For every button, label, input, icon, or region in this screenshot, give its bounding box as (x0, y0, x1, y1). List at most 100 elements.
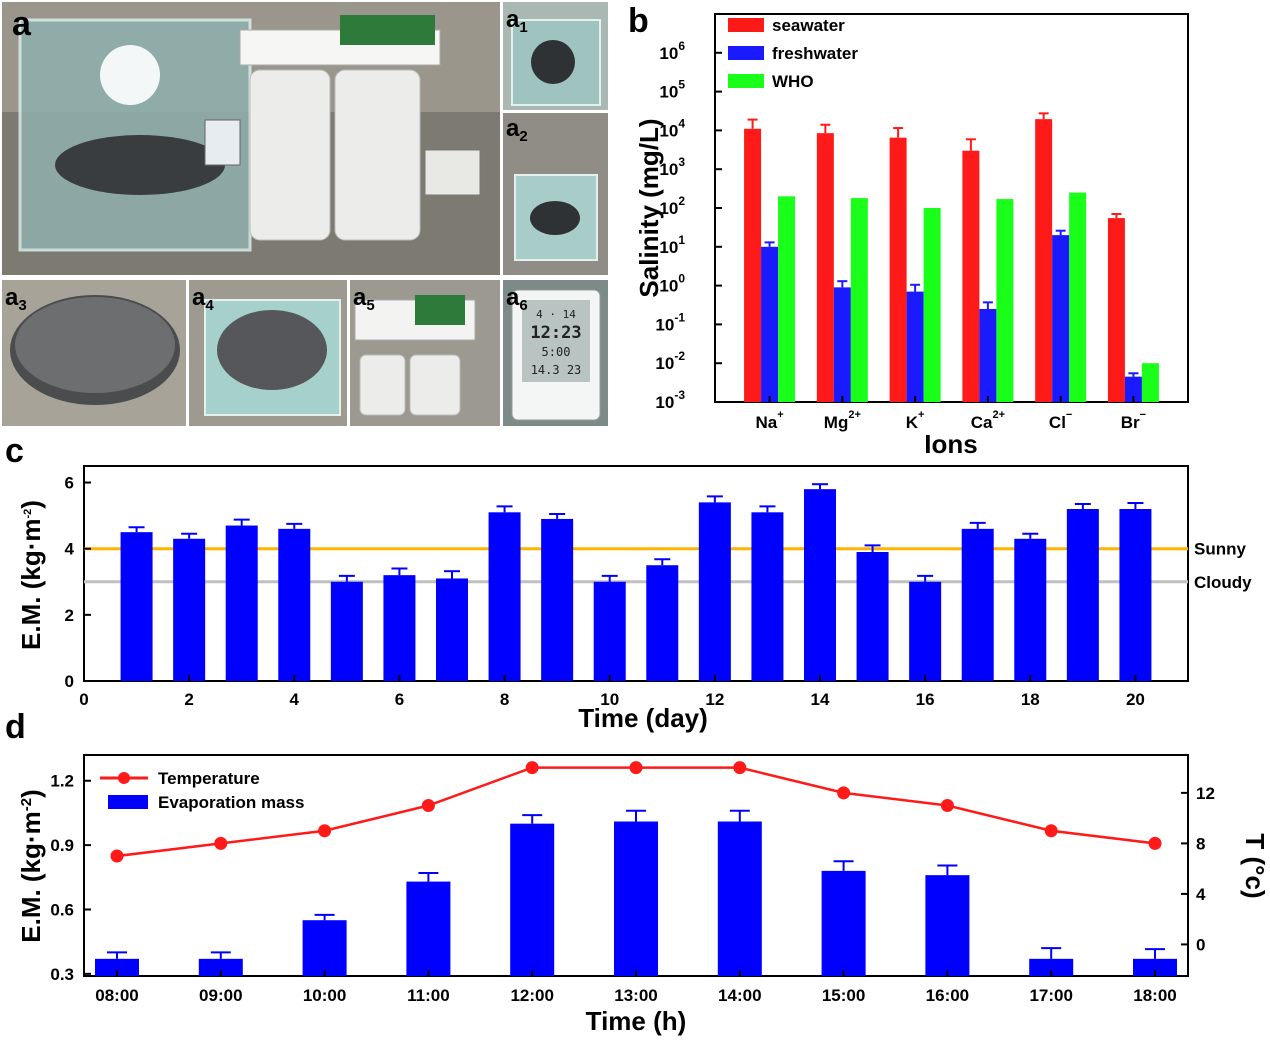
x-tick-label-na: Na+ (755, 409, 783, 432)
bar-day-3 (225, 525, 258, 681)
x-tick-label-k: K+ (906, 409, 925, 432)
thermometer-device (204, 119, 241, 166)
chart-c-x-title: Time (day) (578, 703, 708, 733)
bar-evaporation-1200 (510, 823, 555, 976)
photo-a5-jug-left (359, 354, 406, 416)
bar-who-mg (850, 198, 868, 402)
legend-label-freshwater: freshwater (772, 44, 858, 63)
temperature-point-1700 (1044, 824, 1058, 838)
panel-label-a1-sub: 1 (519, 19, 527, 36)
photo-a2-disk (530, 201, 580, 235)
panel-label-a5: a5 (353, 284, 375, 314)
chart-d-x-title: Time (h) (586, 1006, 687, 1036)
x-tick-label-sup: − (1066, 409, 1072, 421)
bar-seawater-k (889, 137, 907, 402)
bar-freshwater-cl (1052, 235, 1070, 402)
bar-who-br (1141, 363, 1159, 402)
x-tick-label-br: Br− (1121, 409, 1146, 432)
photo-a6-line1: 4 · 14 (536, 308, 576, 321)
y-tick-label: 106 (659, 39, 685, 63)
bar-who-cl (1069, 192, 1087, 402)
photo-a3-disk-top (15, 297, 175, 393)
evaporator-disk (55, 135, 225, 195)
chart-c-y-axis: 0 2 4 6 (65, 474, 91, 691)
chart-d-temperature-line (110, 761, 1162, 863)
legend-swatch-who (728, 74, 764, 88)
bar-day-10 (593, 581, 626, 681)
panel-label-a4-sub: 4 (205, 297, 214, 314)
panel-label-a3: a3 (5, 284, 27, 314)
photo-a3: a3 (2, 280, 186, 426)
photo-a1-tank (511, 19, 601, 106)
bar-day-6 (383, 575, 416, 681)
panel-label-a6: a6 (506, 284, 528, 314)
panel-label-a2-main: a (506, 115, 520, 142)
y-tick-label: 10-3 (655, 388, 685, 412)
panel-label-a2: a2 (506, 115, 528, 145)
chart-d-y-title-sup: -2 (18, 798, 35, 811)
bar-freshwater-ca (979, 308, 997, 402)
legend-marker-temperature (118, 772, 130, 784)
bar-who-k (923, 208, 941, 402)
legend-label-temperature: Temperature (158, 769, 260, 788)
temperature-point-1200 (525, 761, 539, 775)
bar-seawater-br (1107, 218, 1125, 402)
photo-a5: a5 (350, 280, 500, 426)
photo-a5-jug-right (409, 354, 461, 416)
bar-day-9 (541, 518, 574, 681)
bar-day-19 (1066, 509, 1099, 681)
photo-a6-line4: 14.3 23 (531, 363, 582, 377)
panel-label-c: c (5, 432, 24, 470)
temperature-point-1500 (837, 786, 851, 800)
x-tick-label: 18 (1021, 690, 1040, 709)
x-tick-label-sup: + (777, 409, 783, 421)
x-tick-label: 15:00 (822, 986, 865, 1005)
chart-b-legend: seawater freshwater WHO (728, 16, 858, 91)
chart-d-y2-axis: 0 4 8 12 (1181, 784, 1215, 954)
y2-tick-label: 8 (1196, 834, 1205, 853)
photo-a: a (2, 2, 500, 275)
x-tick-label: 20 (1126, 690, 1145, 709)
chart-c-reference-lines: Sunny Cloudy (84, 540, 1252, 592)
bar-evaporation-1600 (925, 875, 970, 976)
panel-label-b: b (628, 2, 649, 40)
y-tick-label: 0.3 (50, 965, 74, 984)
bar-evaporation-1800 (1133, 958, 1177, 976)
panel-label-a6-main: a (506, 284, 520, 311)
panel-label-a5-main: a (353, 284, 367, 311)
bar-evaporation-0900 (198, 958, 243, 976)
bar-evaporation-1100 (406, 881, 451, 976)
x-tick-label: 2 (184, 690, 193, 709)
photo-a6: 4 · 14 12:23 5:00 14.3 23 a6 (503, 280, 608, 426)
bar-freshwater-k (906, 291, 924, 402)
x-tick-label: 14:00 (718, 986, 761, 1005)
x-tick-label-cl: Cl− (1049, 409, 1072, 432)
legend-label-seawater: seawater (772, 16, 845, 35)
panel-label-a1: a1 (506, 6, 528, 36)
y-tick-label: 1.2 (50, 772, 74, 791)
temperature-point-0900 (214, 836, 228, 850)
y-tick-label: 10-2 (655, 349, 685, 373)
chart-d-y-title-main: E.M. (kg·m (16, 811, 46, 942)
x-tick-label-sup: + (918, 409, 924, 421)
legend-swatch-seawater (728, 18, 764, 32)
x-tick-label: 09:00 (199, 986, 242, 1005)
chart-c-y-title-end: ) (16, 500, 46, 509)
x-tick-label: 4 (290, 690, 300, 709)
panel-label-a3-main: a (5, 284, 19, 311)
y-tick-exponent: -3 (674, 388, 685, 402)
x-tick-label: 8 (500, 690, 509, 709)
bar-day-4 (278, 528, 311, 681)
temperature-point-1400 (733, 761, 747, 775)
chart-b-x-title: Ions (924, 429, 977, 459)
y-tick-exponent: 1 (678, 233, 685, 247)
photo-a1-disk (531, 40, 575, 84)
y-tick-label: 0 (65, 672, 74, 691)
photo-a1: a1 (503, 2, 608, 110)
bar-who-ca (996, 199, 1014, 402)
x-tick-label: 12 (705, 690, 724, 709)
chart-d-x-axis: 08:00 09:00 10:00 11:00 12:00 13:00 14:00 15:00… (95, 970, 1177, 1005)
y-tick-label: 10-1 (655, 310, 685, 334)
